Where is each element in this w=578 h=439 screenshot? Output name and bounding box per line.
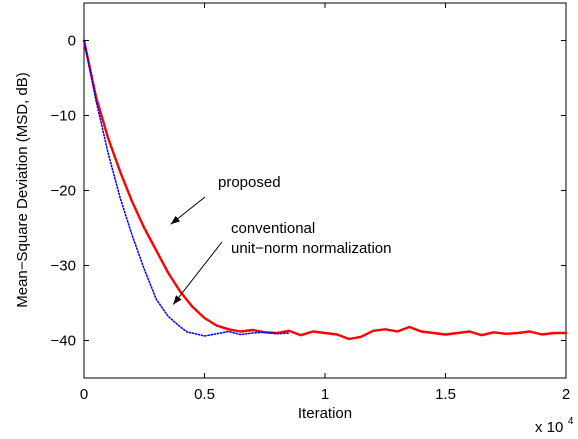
x-tick-label: 2: [562, 386, 570, 403]
x-tick-label: 1.5: [435, 386, 456, 403]
series-line-0: [82, 39, 568, 341]
y-tick-label: −20: [51, 183, 76, 200]
x-multiplier-base: x 10: [535, 419, 563, 436]
annotations-layer: proposed conventional unit−norm normalizat…: [170, 174, 392, 305]
x-multiplier-exponent: 4: [568, 416, 574, 427]
x-axis-label: Iteration: [298, 405, 352, 422]
plot-area: [83, 2, 567, 379]
y-tick-label: 0: [68, 33, 76, 50]
tick-labels-layer: 0 0.5 1 1.5 2 0 −10 −20 −30 −40: [51, 33, 571, 404]
x-tick-label: 0.5: [194, 386, 215, 403]
annotation-arrowhead-1: [173, 295, 182, 305]
x-multiplier: x 10 4: [535, 416, 574, 436]
x-tick-label: 1: [321, 386, 329, 403]
y-tick-label: −10: [51, 108, 76, 125]
ticks-layer: [83, 3, 567, 378]
x-tick-label: 0: [80, 386, 88, 403]
y-axis-label: Mean−Square Deviation (MSD, dB): [14, 72, 31, 308]
annotation-arrowhead-0: [170, 215, 180, 225]
y-tick-label: −40: [51, 333, 76, 350]
annotation-0: proposed: [218, 174, 281, 191]
y-tick-label: −30: [51, 258, 76, 275]
curves-layer: [82, 39, 568, 341]
annotation-arrow-1: [172, 241, 223, 305]
series-line-1: [83, 39, 290, 337]
annotation-1: conventional unit−norm normalization: [231, 220, 392, 257]
